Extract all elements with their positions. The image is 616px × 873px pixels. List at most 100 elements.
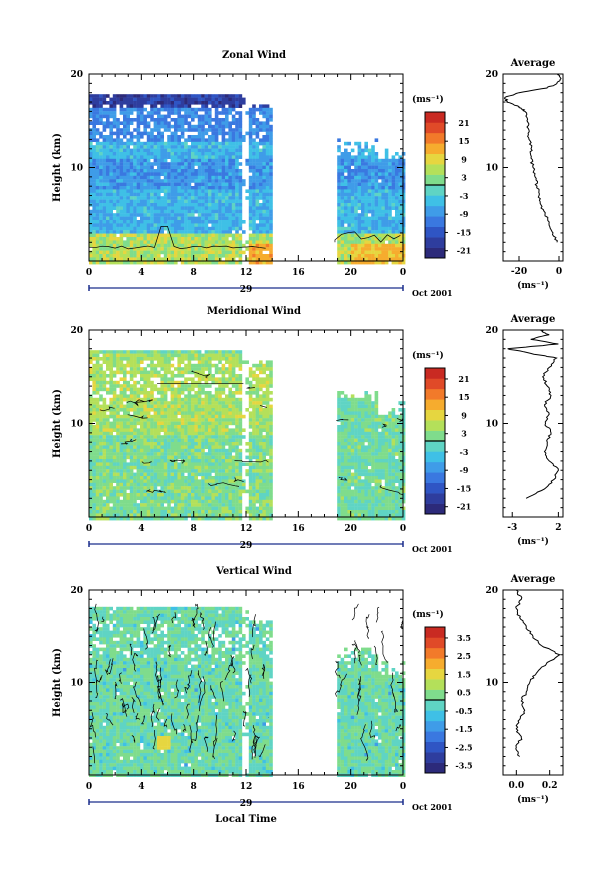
field-cell <box>177 220 181 224</box>
field-cell <box>187 209 192 214</box>
field-cell <box>211 257 215 261</box>
field-cell <box>184 452 188 456</box>
field-cell <box>119 233 124 238</box>
field-cell <box>398 220 402 224</box>
field-cell <box>340 172 345 176</box>
field-cell <box>153 367 158 371</box>
field-cell <box>157 370 161 375</box>
field-cell <box>99 192 103 197</box>
field-cell <box>153 97 158 102</box>
field-cell <box>146 254 151 258</box>
field-cell <box>238 101 243 105</box>
field-cell <box>401 162 406 166</box>
field-cell <box>344 260 348 265</box>
field-cell <box>136 513 141 517</box>
field-cell <box>177 510 181 514</box>
field-cell <box>109 230 113 234</box>
field-cell <box>401 220 406 224</box>
field-cell <box>344 196 348 200</box>
field-cell <box>184 155 188 159</box>
field-cell <box>95 380 100 385</box>
field-cell <box>136 155 141 159</box>
field-cell <box>228 220 232 224</box>
field-cell <box>180 425 185 429</box>
field-cell <box>170 387 175 392</box>
field-cell <box>109 148 113 153</box>
field-cell <box>194 254 198 258</box>
field-cell <box>204 401 209 405</box>
field-cell <box>99 97 103 102</box>
field-cell <box>337 165 341 170</box>
field-cell <box>102 169 107 173</box>
field-cell <box>92 145 96 149</box>
field-cell <box>208 411 212 415</box>
field-cell <box>95 199 100 204</box>
field-cell <box>350 254 355 258</box>
field-cell <box>140 213 144 217</box>
field-cell <box>116 438 120 443</box>
colorbar-tick-label: 3 <box>461 173 467 183</box>
field-cell <box>160 510 164 514</box>
field-cell <box>221 199 226 204</box>
field-cell <box>116 360 120 364</box>
field-cell <box>92 391 96 395</box>
field-cell <box>180 367 185 371</box>
field-cell <box>245 196 249 200</box>
field-cell <box>378 206 382 210</box>
field-cell <box>395 209 399 214</box>
field-cell <box>95 377 100 381</box>
field-cell <box>265 206 270 210</box>
field-cell <box>143 503 147 507</box>
field-cell <box>163 367 168 371</box>
field-cell <box>150 148 154 153</box>
field-cell <box>180 448 185 453</box>
field-cell <box>378 162 382 166</box>
field-cell <box>201 431 205 436</box>
field-cell <box>129 101 134 105</box>
field-cell <box>191 370 195 375</box>
field-cell <box>401 250 406 255</box>
field-cell <box>170 363 175 368</box>
field-cell <box>123 209 127 214</box>
field-cell <box>123 172 127 176</box>
field-cell <box>112 445 117 449</box>
field-cell <box>109 428 113 432</box>
field-cell <box>191 482 195 487</box>
field-cell <box>262 220 266 224</box>
field-cell <box>218 169 222 173</box>
field-cell <box>391 182 396 187</box>
field-cell <box>95 179 100 183</box>
field-cell <box>177 138 181 142</box>
field-cell <box>225 111 229 115</box>
field-cell <box>157 499 161 504</box>
field-cell <box>194 479 198 483</box>
field-cell <box>92 121 96 125</box>
field-cell <box>146 220 151 224</box>
field-cell <box>119 510 124 514</box>
field-cell <box>344 189 348 193</box>
field-cell <box>160 237 164 241</box>
field-cell <box>89 411 93 415</box>
field-cell <box>350 175 355 180</box>
field-cell <box>102 257 107 261</box>
field-cell <box>150 107 154 112</box>
field-cell <box>92 114 96 119</box>
field-cell <box>340 199 345 204</box>
field-cell <box>187 189 192 193</box>
field-cell <box>143 496 147 500</box>
field-cell <box>214 216 219 221</box>
field-cell <box>180 152 185 156</box>
field-cell <box>116 243 120 248</box>
field-cell <box>163 448 168 453</box>
field-cell <box>367 230 372 234</box>
field-cell <box>204 486 209 490</box>
field-cell <box>116 213 120 217</box>
field-cell <box>340 233 345 238</box>
field-cell <box>201 165 205 170</box>
field-cell <box>225 121 229 125</box>
field-cell <box>129 479 134 483</box>
field-cell <box>140 203 144 207</box>
field-cell <box>201 175 205 180</box>
field-cell <box>133 479 137 483</box>
field-cell <box>367 216 372 221</box>
